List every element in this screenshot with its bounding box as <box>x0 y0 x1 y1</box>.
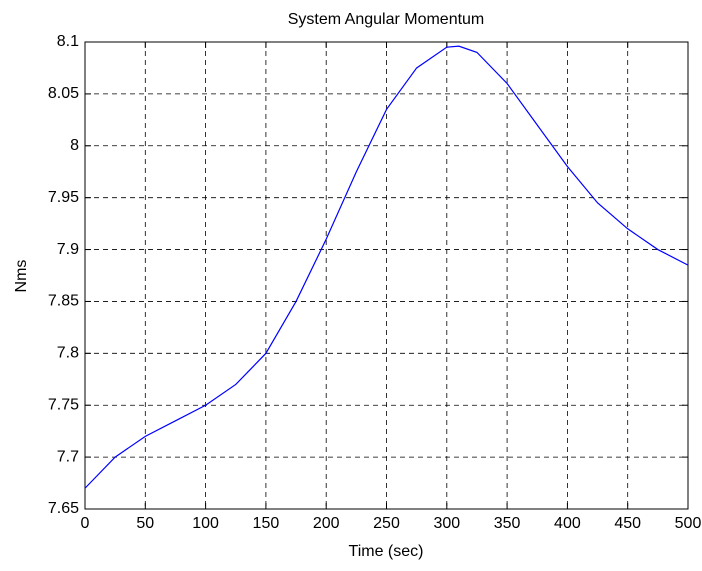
x-tick-label: 300 <box>433 515 460 532</box>
y-tick-label: 7.85 <box>48 293 79 310</box>
x-tick-label: 400 <box>554 515 581 532</box>
y-tick-label: 7.8 <box>57 345 79 362</box>
x-tick-label: 150 <box>253 515 280 532</box>
x-tick-label: 100 <box>192 515 219 532</box>
x-tick-label: 50 <box>136 515 154 532</box>
y-tick-label: 8.1 <box>57 33 79 50</box>
x-axis-label: Time (sec) <box>349 543 424 560</box>
x-tick-label: 450 <box>614 515 641 532</box>
y-tick-label: 7.65 <box>48 500 79 517</box>
plot-frame <box>84 41 689 510</box>
y-tick-label: 8 <box>70 137 79 154</box>
y-axis-label: Nms <box>13 260 30 293</box>
x-tick-label: 200 <box>313 515 340 532</box>
x-tick-label: 0 <box>81 515 90 532</box>
x-tick-label: 500 <box>675 515 702 532</box>
x-tick-label: 250 <box>373 515 400 532</box>
y-tick-label: 8.05 <box>48 85 79 102</box>
y-tick-label: 7.95 <box>48 189 79 206</box>
chart-title: System Angular Momentum <box>288 11 485 28</box>
y-tick-label: 7.7 <box>57 448 79 465</box>
y-tick-label: 7.75 <box>48 396 79 413</box>
data-line <box>84 45 689 489</box>
y-tick-label: 7.9 <box>57 241 79 258</box>
x-tick-label: 350 <box>494 515 521 532</box>
